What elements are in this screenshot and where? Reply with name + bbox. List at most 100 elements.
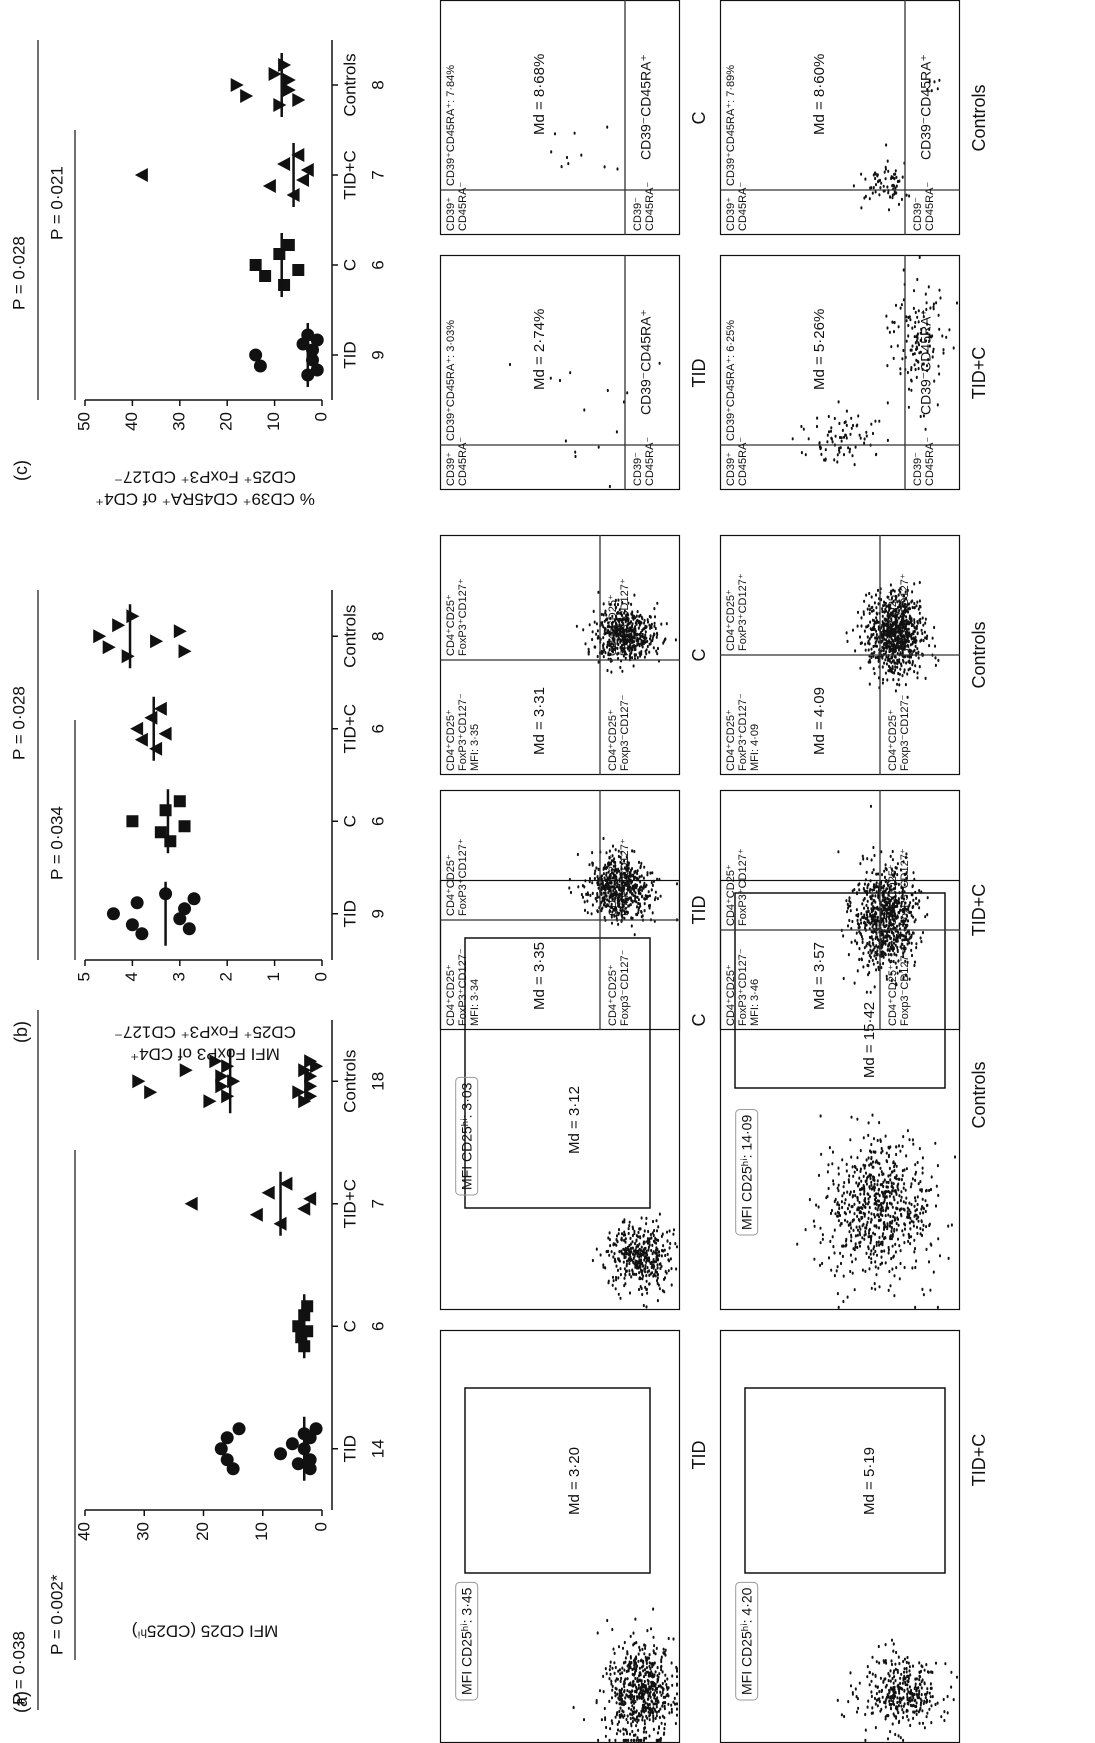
group-count: 6 [368,817,387,826]
data-point [310,1422,323,1435]
y-axis-title: CD25⁺ FoxP3⁺ CD127⁻ [114,1023,296,1042]
gate-label: Foxp3⁻CD127⁻ [619,694,631,771]
group-count: 9 [368,909,387,918]
group-count: 8 [368,80,387,89]
group-label: C [689,649,709,662]
x-tick-label: TID [340,900,359,927]
plot-frame [721,881,960,1310]
y-tick-label: 3 [169,972,188,981]
plot-frame [721,1331,960,1743]
gate-label: CD4⁺CD25⁺ [607,709,619,771]
data-point [103,640,116,654]
data-point [126,918,139,931]
data-point [174,624,187,638]
x-tick-label: Controls [340,605,359,668]
p-value: P = 0·028 [9,686,28,760]
gate-label: FoxP3⁺CD127⁻ [457,948,469,1026]
group-label: Controls [969,84,989,151]
panel-label: (b) [11,1021,31,1043]
gate-label: CD4⁺CD25⁺ [725,709,737,771]
median-label: Md = 2·74% [531,309,548,390]
gate-label: CD45RA⁻ [644,182,656,231]
data-point [112,618,125,632]
data-point [304,1462,317,1475]
group-label: C [689,1014,709,1027]
data-point [292,93,305,107]
x-tick-label: Controls [340,1050,359,1113]
data-point [311,334,324,347]
group-count: 6 [368,260,387,269]
gate-label: CD4⁺CD25⁺ [607,854,619,916]
cell-cloud [551,127,617,170]
gate-label: MFI: 4·09 [749,724,761,771]
gate-label: CD4⁺CD25⁺ [445,709,457,771]
plot-frame [441,1331,680,1743]
gate-label: CD39⁻CD45RA⁺ [638,54,654,160]
x-tick-label: Controls [340,53,359,116]
data-point [262,1186,275,1200]
y-tick-label: 4 [122,972,141,981]
gate-label: CD39⁺ [445,452,457,486]
x-tick-label: C [340,815,359,827]
x-tick-label: TID+C [340,150,359,200]
figure-canvas: (a)MFI CD25 (CD25ʰⁱ)010203040TID14C6TID+… [0,0,1095,1743]
data-point [149,742,162,756]
cell-cloud [793,401,888,465]
gate [735,893,945,1088]
gate-label: CD39⁻ [632,197,644,231]
gate-label: FoxP3⁺CD127⁺ [737,848,749,926]
gate-label: CD39⁻ [632,452,644,486]
median-label: Md = 3·35 [531,942,548,1010]
data-point [179,644,192,658]
data-point [144,711,157,725]
data-point [233,1422,246,1435]
y-tick-label: 0 [311,1522,330,1531]
y-tick-label: 10 [264,412,283,431]
data-point [174,795,186,807]
median-label: Md = 15·42 [861,1002,878,1078]
y-axis-title: MFI FoxP3 of CD4⁺ [130,1045,280,1064]
gate-label: CD39⁻ [912,197,924,231]
cell-cloud [797,1115,955,1309]
gate-label: CD39⁺CD45RA⁺: 6·25% [725,320,737,441]
data-point [126,815,138,827]
cell-cloud [838,1640,957,1741]
data-point [286,1437,299,1450]
gate-label: Foxp3⁻CD127⁻ [899,694,911,771]
data-point [135,733,148,747]
data-point [250,1208,263,1222]
gate-label: CD45RA⁻ [457,182,469,231]
gate-label: CD4⁺CD25⁺ [887,589,899,651]
data-point [178,902,191,915]
p-value: P = 0·002* [47,1574,66,1655]
gate-label: CD39⁺ [725,452,737,486]
gate-label: CD4⁺CD25⁺ [607,964,619,1026]
gate-label: CD4⁺CD25⁺ [445,964,457,1026]
data-point [296,173,309,187]
gate-label: CD39⁻CD45RA⁺ [918,309,934,415]
figure: (a)MFI CD25 (CD25ʰⁱ)010203040TID14C6TID+… [0,0,1095,1743]
data-point [144,1085,157,1099]
panel-label: (c) [11,460,31,481]
gate-label: CD4⁺CD25⁺ [607,594,619,656]
x-tick-label: TID+C [340,704,359,754]
median-label: Md = 3·20 [566,1447,583,1515]
gate-label: CD39⁺CD45RA⁺: 7·84% [445,65,457,186]
y-tick-label: 5 [74,972,93,981]
x-tick-label: C [340,1320,359,1332]
cell-cloud [574,1609,677,1742]
data-point [311,364,324,377]
group-count: 9 [368,350,387,359]
data-point [135,927,148,940]
median-label: Md = 5·19 [861,1447,878,1515]
cell-cloud [838,806,927,993]
gate-label: CD45RA⁻ [737,182,749,231]
gate-label: CD4⁺CD25⁺ [445,594,457,656]
gate [745,1388,945,1573]
gate-label: CD45RA⁻ [644,437,656,486]
y-tick-label: 20 [217,412,236,431]
group-label: TID [689,1441,709,1470]
gate-label: CD39⁺ [445,197,457,231]
data-point [130,722,143,736]
gate-label: FoxP3⁺CD127⁻ [457,693,469,771]
